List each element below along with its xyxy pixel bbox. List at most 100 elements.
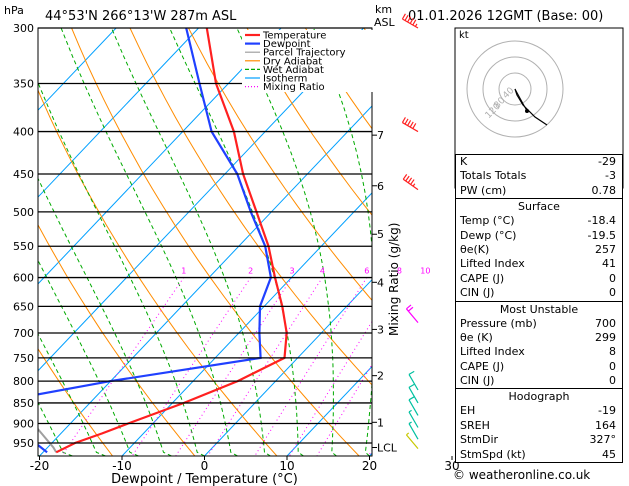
wind-barb-flag bbox=[407, 120, 412, 126]
hodo-stmdir: StmDir 327° bbox=[460, 433, 616, 447]
wet-adiabat bbox=[236, 28, 337, 456]
wind-barb-flag bbox=[401, 13, 406, 20]
legend-item: Wet Adiabat bbox=[263, 65, 324, 76]
height-tick-label: 1 bbox=[377, 416, 384, 429]
wind-barb bbox=[408, 387, 419, 404]
dry-adiabat bbox=[38, 347, 113, 456]
wind-barb-flag bbox=[410, 179, 415, 185]
wind-barb-flag bbox=[407, 306, 414, 312]
wind-barb-flag bbox=[408, 421, 412, 425]
hodograph-trace bbox=[514, 88, 548, 126]
pressure-tick-label: 300 bbox=[13, 22, 34, 35]
isotherm bbox=[39, 105, 372, 456]
x-tick-label: -20 bbox=[30, 459, 50, 473]
dry-adiabat bbox=[304, 28, 372, 130]
pressure-tick-label: 650 bbox=[13, 300, 34, 313]
legend-item: Isotherm bbox=[263, 74, 307, 85]
wind-barb-flag bbox=[408, 370, 415, 375]
wet-adiabat bbox=[111, 28, 271, 456]
height-unit-km: km bbox=[375, 3, 392, 16]
height-tick-label: 2 bbox=[377, 370, 384, 383]
index-row-k: K -29 bbox=[460, 155, 616, 168]
isotherm bbox=[38, 28, 117, 111]
mixing-ratio-axis-label: Mixing Ratio (g/kg) bbox=[387, 223, 401, 336]
dry-adiabat bbox=[246, 28, 372, 216]
hodograph-ring bbox=[498, 72, 532, 106]
height-tick-label: 4 bbox=[377, 276, 384, 289]
hodograph-header: Hodograph bbox=[456, 388, 622, 404]
x-tick-label: -10 bbox=[112, 459, 132, 473]
mu-pressure: Pressure (mb) 700 bbox=[460, 316, 616, 330]
pressure-unit-label: hPa bbox=[4, 4, 24, 17]
hodograph-ring bbox=[482, 56, 548, 122]
mixing-ratio-line bbox=[207, 277, 323, 456]
most-unstable-header: Most Unstable bbox=[456, 300, 622, 317]
index-row-totals: Totals Totals -3 bbox=[460, 169, 616, 183]
wind-barb bbox=[408, 423, 419, 440]
mixing-ratio-line bbox=[254, 277, 368, 456]
hodo-sreh: SREH 164 bbox=[460, 418, 616, 432]
wind-barb-flag bbox=[404, 118, 409, 125]
wind-barb-flag bbox=[401, 117, 406, 123]
isotherm bbox=[121, 192, 372, 456]
wind-barb-flag bbox=[405, 175, 410, 182]
mu-theta-e: θe (K) 299 bbox=[460, 330, 616, 344]
mixing-ratio-label: 8 bbox=[397, 267, 402, 276]
pressure-tick-label: 450 bbox=[13, 168, 34, 181]
storm-motion-vector bbox=[514, 88, 528, 112]
wet-adiabat bbox=[0, 28, 7, 456]
wet-adiabat bbox=[38, 81, 205, 456]
height-tick-label: 7 bbox=[377, 129, 384, 142]
surface-temp: Temp (°C) -18.4 bbox=[460, 214, 616, 228]
mixing-ratio-line bbox=[61, 277, 185, 456]
parcel-trajectory-line bbox=[38, 427, 58, 453]
legend-item: Parcel Trajectory bbox=[263, 48, 346, 59]
wind-barb-flag bbox=[409, 121, 414, 128]
wind-barb-flag bbox=[407, 177, 413, 184]
pressure-tick-label: 700 bbox=[13, 327, 34, 340]
surface-cape: CAPE (J) 0 bbox=[460, 271, 616, 285]
surface-header: Surface bbox=[456, 198, 622, 214]
dewpoint-line bbox=[38, 28, 273, 454]
mu-cape: CAPE (J) 0 bbox=[460, 359, 616, 373]
height-tick-label: 6 bbox=[377, 180, 384, 193]
wet-adiabat bbox=[169, 28, 304, 456]
surface-cin: CIN (J) 0 bbox=[460, 286, 616, 300]
pressure-tick-label: 400 bbox=[13, 126, 34, 139]
wind-barb bbox=[408, 411, 419, 428]
dry-adiabat bbox=[38, 223, 196, 456]
pressure-tick-label: 750 bbox=[13, 352, 34, 365]
pressure-tick-label: 600 bbox=[13, 272, 34, 285]
mixing-ratio-label: 4 bbox=[320, 267, 325, 276]
mixing-ratio-line bbox=[175, 277, 293, 456]
wind-barb bbox=[405, 434, 419, 450]
height-tick-label: LCL bbox=[377, 441, 398, 454]
hodo-eh: EH -19 bbox=[460, 404, 616, 418]
wind-barb-flag bbox=[406, 304, 412, 310]
storm-motion-marker bbox=[525, 109, 529, 113]
dry-adiabat bbox=[38, 89, 278, 456]
wind-barb-flag bbox=[408, 409, 412, 413]
temperature-line bbox=[55, 28, 288, 454]
legend-item: Dry Adiabat bbox=[263, 56, 322, 67]
mu-cin: CIN (J) 0 bbox=[460, 374, 616, 388]
dry-adiabat bbox=[71, 28, 360, 456]
plot-area bbox=[0, 28, 372, 456]
wind-barb-flag bbox=[408, 396, 415, 401]
wet-adiabat bbox=[60, 28, 238, 456]
wind-barb-flag bbox=[412, 123, 417, 129]
x-tick-label: 10 bbox=[279, 459, 294, 473]
pressure-tick-label: 950 bbox=[13, 437, 34, 450]
pressure-tick-label: 900 bbox=[13, 418, 34, 431]
isotherm bbox=[204, 278, 372, 456]
legend-item: Dewpoint bbox=[263, 39, 311, 50]
x-tick-label: 0 bbox=[201, 459, 209, 473]
location-title: 44°53'N 266°13'W 287m ASL bbox=[45, 9, 237, 24]
wind-barb-flag bbox=[412, 19, 417, 26]
mixing-ratio-label: 3 bbox=[289, 267, 294, 276]
legend-bg bbox=[242, 30, 392, 92]
wind-barb-flag bbox=[406, 432, 410, 436]
hodograph-unit-label: kt bbox=[459, 30, 469, 41]
hodograph-ring bbox=[466, 40, 564, 138]
height-unit-asl: ASL bbox=[374, 16, 396, 29]
